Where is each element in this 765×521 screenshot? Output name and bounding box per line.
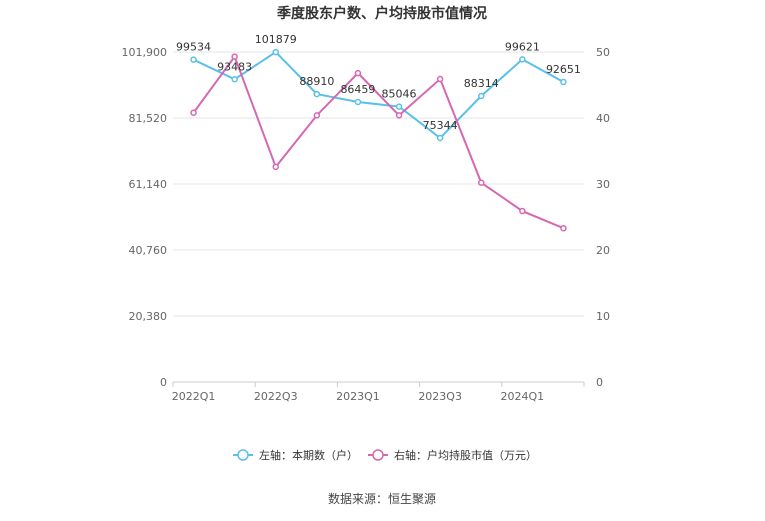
y-right-tick-label: 40 <box>596 112 610 125</box>
data-point-left <box>436 134 444 142</box>
data-point-right <box>519 207 526 215</box>
data-point-right <box>354 69 362 77</box>
data-point-left <box>395 103 403 110</box>
data-point-left <box>231 76 238 83</box>
y-right-tick-label: 10 <box>596 310 610 323</box>
series-layer <box>190 48 567 232</box>
data-point-right <box>560 224 567 232</box>
data-label: 99621 <box>505 40 540 53</box>
x-tick-label: 2022Q1 <box>172 390 216 403</box>
x-tick-label: 2024Q1 <box>501 390 545 403</box>
data-label: 75344 <box>423 119 458 132</box>
y-left-tick-label: 40,760 <box>129 244 168 257</box>
y-left-tick-label: 0 <box>160 376 167 389</box>
chart-title: 季度股东户数、户均持股市值情况 <box>276 5 487 22</box>
data-point-left <box>560 78 567 86</box>
series-line-right <box>192 54 564 230</box>
data-label: 93483 <box>217 60 252 73</box>
data-label: 101879 <box>255 33 297 46</box>
data-point-right <box>436 75 444 83</box>
data-point-left <box>313 90 321 98</box>
data-label: 99534 <box>176 41 211 54</box>
legend-marker-right <box>372 449 384 461</box>
data-label: 88910 <box>299 75 334 88</box>
y-right-tick-label: 30 <box>596 178 610 191</box>
data-point-right <box>395 112 403 119</box>
data-point-right <box>272 163 279 171</box>
data-point-right <box>190 109 197 116</box>
data-label: 92651 <box>546 63 581 76</box>
data-point-left <box>519 56 526 63</box>
y-left-tick-label: 20,380 <box>129 310 168 323</box>
series-line-left <box>193 50 564 140</box>
legend-label-right: 右轴：户均持股市值（万元） <box>394 448 537 462</box>
x-tick-label: 2023Q1 <box>336 390 380 403</box>
data-point-right <box>313 112 321 119</box>
y-left-tick-label: 101,900 <box>122 46 168 59</box>
y-left-tick-label: 81,520 <box>129 112 168 125</box>
data-label-layer: 99534 93483 101879 88910 86459 85046 75344 8831… <box>176 33 581 132</box>
y-right-tick-label: 20 <box>596 244 610 257</box>
y-right-tick-label: 0 <box>596 376 603 389</box>
y-right-tick-label: 50 <box>596 46 610 59</box>
data-label: 88314 <box>464 77 499 90</box>
data-label: 86459 <box>340 83 375 96</box>
y-left-tick-label: 61,140 <box>129 178 168 191</box>
data-point-right <box>231 53 238 60</box>
axis-layer: 0 20,380 40,760 61,140 81,520 101,900 0 10 20 30 4… <box>122 46 611 403</box>
legend: 左轴：本期数（户） 右轴：户均持股市值（万元） <box>233 448 537 462</box>
source-note: 数据来源：恒生聚源 <box>328 491 436 506</box>
x-tick-label: 2023Q3 <box>418 390 462 403</box>
data-point-left <box>190 56 197 63</box>
data-point-left <box>354 98 362 106</box>
legend-marker-left <box>237 449 249 461</box>
data-label: 85046 <box>382 88 417 101</box>
grid-layer <box>173 51 584 317</box>
legend-label-left: 左轴：本期数（户） <box>259 448 358 462</box>
data-point-left <box>478 92 485 100</box>
x-tick-label: 2022Q3 <box>254 390 298 403</box>
data-point-right <box>478 179 485 186</box>
data-point-left <box>272 48 279 56</box>
